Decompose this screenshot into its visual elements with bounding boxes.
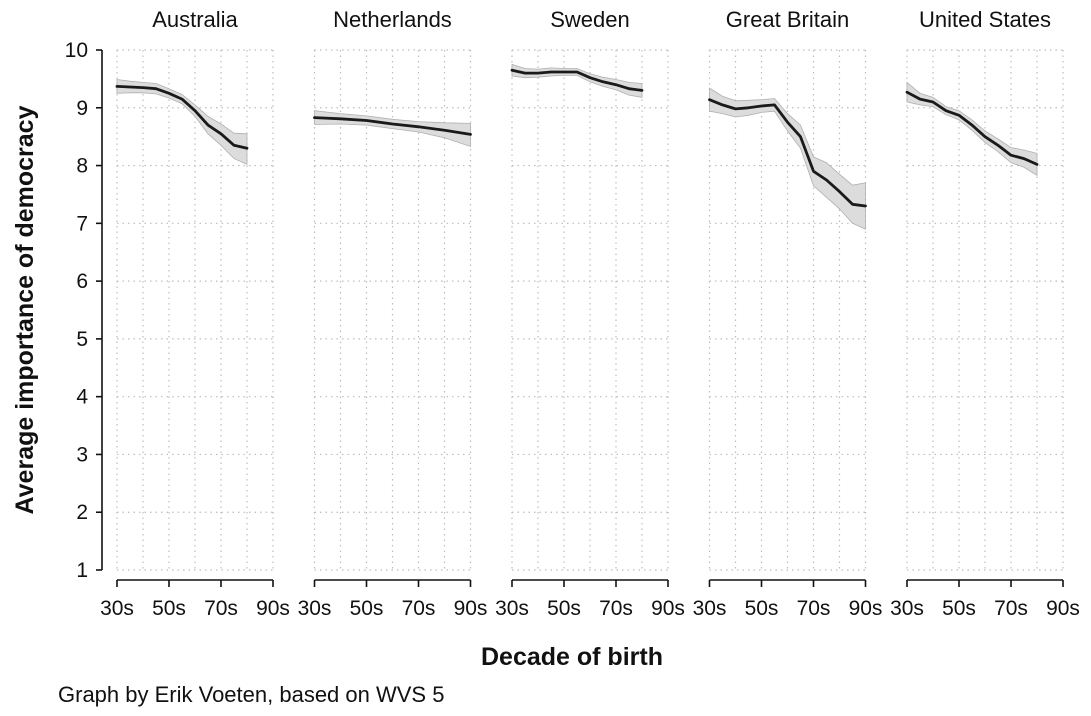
x-axis-title: Decade of birth <box>481 643 663 671</box>
x-tick-label: 90s <box>454 597 488 620</box>
series-line <box>510 68 644 92</box>
confidence-band <box>906 81 1038 177</box>
facet-title: Great Britain <box>726 7 850 32</box>
x-tick-label: 70s <box>599 597 633 620</box>
x-tick-label: 30s <box>495 597 529 620</box>
x-tick-label: 50s <box>350 597 384 620</box>
facet-title: Netherlands <box>333 7 452 32</box>
y-tick-label: 1 <box>76 559 88 582</box>
x-tick-label: 50s <box>152 597 186 620</box>
x-tick-label: 50s <box>942 597 976 620</box>
facet-title: United States <box>919 7 1051 32</box>
series-line <box>313 116 472 136</box>
y-tick-label: 4 <box>76 386 88 409</box>
x-tick-label: 70s <box>797 597 831 620</box>
x-tick-label: 90s <box>651 597 685 620</box>
confidence-band <box>116 79 248 166</box>
facet-panel: Sweden 30s 50s 70s 90s <box>495 7 685 620</box>
x-tick-label: 70s <box>994 597 1028 620</box>
confidence-band <box>511 63 643 98</box>
series-line <box>115 85 249 150</box>
facet-title: Sweden <box>550 7 630 32</box>
x-tick-label: 30s <box>693 597 727 620</box>
y-tick-label: 6 <box>76 270 88 293</box>
x-tick-label: 70s <box>402 597 436 620</box>
x-tick-label: 90s <box>256 597 290 620</box>
x-tick-label: 50s <box>547 597 581 620</box>
facet-panel: Great Britain 30s 50s 70s 90s <box>693 7 883 620</box>
x-tick-label: 90s <box>849 597 883 620</box>
y-tick-label: 7 <box>76 212 88 235</box>
chart-caption: Graph by Erik Voeten, based on WVS 5 <box>58 682 445 707</box>
x-tick-label: 30s <box>890 597 924 620</box>
facet-panel: Australia 30s 50s 70s 90s <box>100 7 290 620</box>
y-tick-label: 9 <box>76 97 88 120</box>
y-tick-label: 2 <box>76 501 88 524</box>
x-tick-label: 90s <box>1046 597 1080 620</box>
y-tick-label: 3 <box>76 443 88 466</box>
x-tick-label: 70s <box>204 597 238 620</box>
facet-panel: United States 30s 50s 70s 90s <box>890 7 1080 620</box>
y-tick-label: 5 <box>76 328 88 351</box>
y-axis-title: Average importance of democracy <box>11 105 39 514</box>
y-tick-label: 10 <box>65 39 88 62</box>
y-tick-label: 8 <box>76 155 88 178</box>
x-tick-label: 30s <box>298 597 332 620</box>
confidence-band <box>709 87 866 230</box>
series-line <box>905 90 1039 166</box>
x-tick-label: 30s <box>100 597 134 620</box>
x-tick-label: 50s <box>745 597 779 620</box>
y-axis: 1 2 3 4 5 6 7 8 9 10 <box>65 39 103 582</box>
facet-title: Australia <box>152 7 238 32</box>
facet-panel: Netherlands 30s 50s 70s 90s <box>298 7 488 620</box>
series-line <box>708 98 867 208</box>
